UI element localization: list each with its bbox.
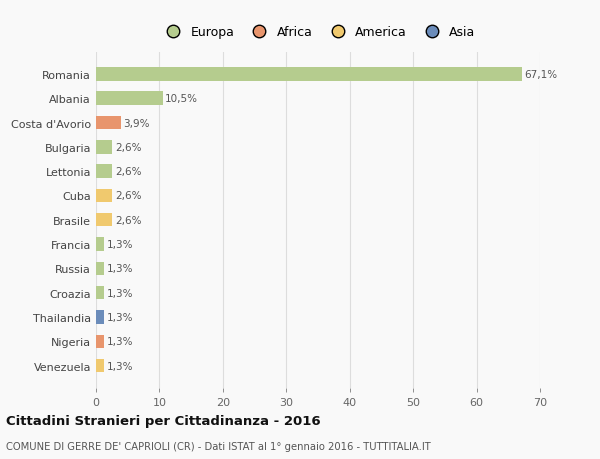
Text: COMUNE DI GERRE DE' CAPRIOLI (CR) - Dati ISTAT al 1° gennaio 2016 - TUTTITALIA.I: COMUNE DI GERRE DE' CAPRIOLI (CR) - Dati… xyxy=(6,441,431,451)
Text: 1,3%: 1,3% xyxy=(107,361,133,371)
Bar xyxy=(96,117,121,130)
Text: 3,9%: 3,9% xyxy=(123,118,150,128)
Text: 2,6%: 2,6% xyxy=(115,167,142,177)
Text: Cittadini Stranieri per Cittadinanza - 2016: Cittadini Stranieri per Cittadinanza - 2… xyxy=(6,414,320,428)
Text: 1,3%: 1,3% xyxy=(107,264,133,274)
Text: 1,3%: 1,3% xyxy=(107,240,133,250)
Text: 2,6%: 2,6% xyxy=(115,215,142,225)
Bar xyxy=(96,262,104,275)
Bar xyxy=(96,359,104,373)
Bar xyxy=(96,68,521,81)
Text: 1,3%: 1,3% xyxy=(107,313,133,322)
Bar xyxy=(96,190,112,203)
Text: 1,3%: 1,3% xyxy=(107,337,133,347)
Bar xyxy=(96,165,112,179)
Bar xyxy=(96,238,104,251)
Bar xyxy=(96,335,104,348)
Text: 67,1%: 67,1% xyxy=(524,70,557,80)
Text: 10,5%: 10,5% xyxy=(165,94,198,104)
Bar xyxy=(96,286,104,300)
Bar xyxy=(96,92,163,106)
Bar xyxy=(96,311,104,324)
Text: 1,3%: 1,3% xyxy=(107,288,133,298)
Legend: Europa, Africa, America, Asia: Europa, Africa, America, Asia xyxy=(157,22,479,43)
Bar xyxy=(96,213,112,227)
Text: 2,6%: 2,6% xyxy=(115,191,142,201)
Bar xyxy=(96,141,112,154)
Text: 2,6%: 2,6% xyxy=(115,142,142,152)
